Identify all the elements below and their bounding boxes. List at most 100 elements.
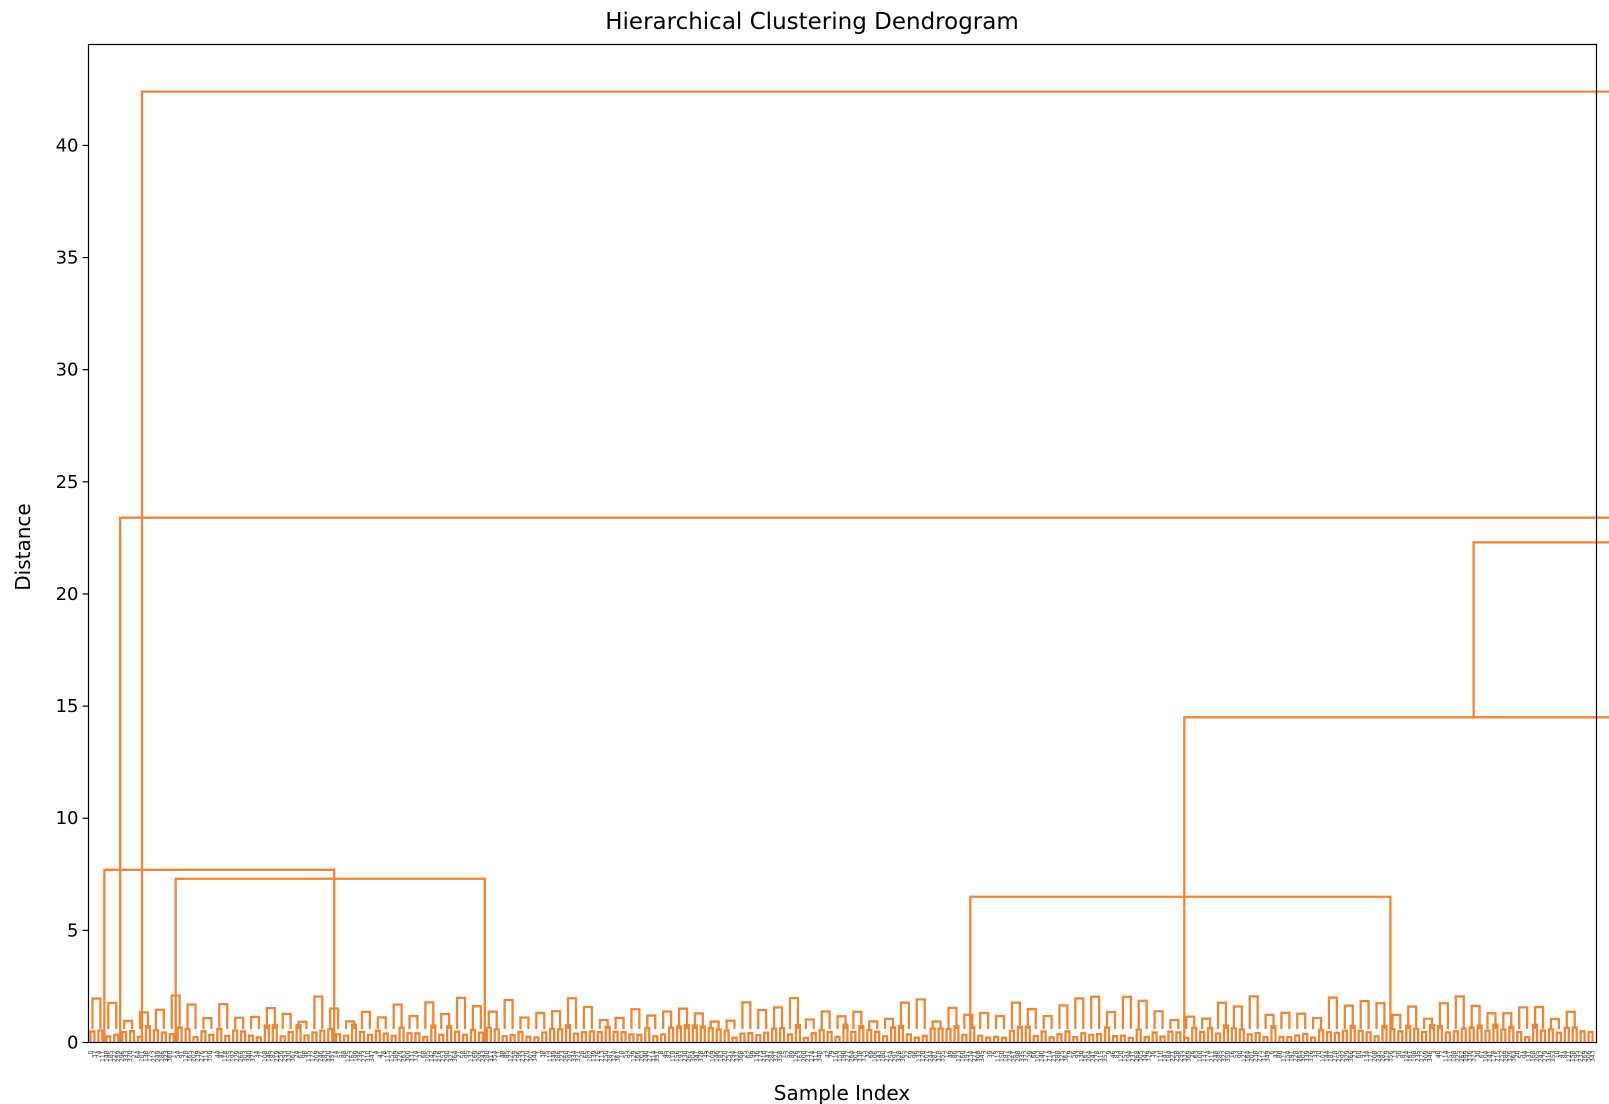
- leaf-label: 0: [87, 1050, 94, 1054]
- leaf-label: 61: [298, 1050, 305, 1058]
- leaf-label: 34: [254, 1050, 261, 1058]
- leaf-label: 176: [595, 1050, 602, 1062]
- dendrogram-link: [1185, 1015, 1196, 1030]
- leaf-label: 103: [1035, 1050, 1042, 1062]
- dendrogram-link: [1159, 1035, 1166, 1043]
- leaf-label: 193: [678, 1050, 685, 1062]
- leaf-label: 339: [1304, 1050, 1311, 1062]
- dendrogram-link: [945, 1027, 952, 1043]
- dendrogram-link: [937, 1027, 944, 1043]
- leaf-label: 42: [825, 1050, 832, 1058]
- leaf-label: 324: [611, 1050, 618, 1062]
- dendrogram-link: [556, 1028, 564, 1043]
- dendrogram-link: [255, 1036, 263, 1043]
- leaf-label: 45: [662, 1050, 669, 1058]
- leaf-label: 271: [971, 1050, 978, 1062]
- dendrogram-link: [1539, 1029, 1547, 1043]
- dendrogram-link: [1296, 1012, 1307, 1030]
- leaf-label: 40: [1435, 1050, 1442, 1058]
- leaf-label: 67: [1479, 1050, 1486, 1058]
- leaf-label: 311: [813, 1050, 820, 1062]
- leaf-label: 168: [1530, 1050, 1537, 1062]
- leaf-label: 187: [1003, 1050, 1010, 1062]
- leaf-label: 106: [872, 1050, 879, 1062]
- leaf-label: 225: [1455, 1050, 1462, 1062]
- dendrogram-link: [1026, 1007, 1037, 1030]
- leaf-label: 328: [896, 1050, 903, 1062]
- leaf-label: 118: [222, 1050, 229, 1062]
- dendrogram-link: [344, 1020, 356, 1030]
- dendrogram-link: [1016, 1025, 1023, 1043]
- leaf-label: 93: [1074, 1050, 1081, 1058]
- leaf-label: 43: [1272, 1050, 1279, 1058]
- dendrogram-link: [1518, 1006, 1529, 1030]
- dendrogram-link: [1216, 1001, 1228, 1030]
- leaf-label: 364: [452, 1050, 459, 1062]
- leaf-label: 36: [1150, 1050, 1157, 1058]
- leaf-label: 20: [1514, 1050, 1521, 1058]
- dendrogram-link: [535, 1011, 546, 1030]
- leaf-label: 206: [476, 1050, 483, 1062]
- dendrogram-link: [232, 1029, 239, 1043]
- leaf-label: 117: [1280, 1050, 1287, 1062]
- leaf-label: 258: [1173, 1050, 1180, 1062]
- dendrogram-link: [604, 1025, 611, 1043]
- leaf-label: 332: [1181, 1050, 1188, 1062]
- leaf-label: 99: [749, 1050, 756, 1058]
- dendrogram-link: [826, 1030, 833, 1043]
- y-tick-label: 35: [56, 248, 79, 269]
- leaf-label: 280: [484, 1050, 491, 1062]
- leaf-label: 59: [908, 1050, 915, 1058]
- leaf-label: 286: [159, 1050, 166, 1062]
- dendrogram-link: [335, 1033, 342, 1043]
- leaf-label: 85: [504, 1050, 511, 1058]
- dendrogram-link: [168, 1033, 175, 1043]
- leaf-label: 180: [880, 1050, 887, 1062]
- dendrogram-link: [398, 1026, 405, 1043]
- dendrogram-link: [1143, 1035, 1150, 1043]
- leaf-label: 250: [603, 1050, 610, 1062]
- dendrogram-link: [477, 1031, 484, 1043]
- leaf-label: 184: [1165, 1050, 1172, 1062]
- leaf-label: 68: [420, 1050, 427, 1058]
- dendrogram-link: [1010, 1001, 1021, 1030]
- leaf-label: 316: [1546, 1050, 1553, 1062]
- dendrogram-link: [358, 1030, 366, 1043]
- leaf-label: 178: [1490, 1050, 1497, 1062]
- leaf-label: 236: [357, 1050, 364, 1062]
- dendrogram-link: [820, 1010, 831, 1030]
- leaf-label: 49: [947, 1050, 954, 1058]
- dendrogram-link: [1074, 997, 1085, 1030]
- leaf-label: 167: [1082, 1050, 1089, 1062]
- dendrogram-link: [1167, 1030, 1174, 1043]
- leaf-label: 249: [155, 1050, 162, 1062]
- leaf-label: 104: [1483, 1050, 1490, 1062]
- leaf-label: 30: [1475, 1050, 1482, 1058]
- leaf-label: 173: [757, 1050, 764, 1062]
- leaf-label: 375: [860, 1050, 867, 1062]
- dendrogram-link: [804, 1018, 815, 1030]
- leaf-label: 137: [1201, 1050, 1208, 1062]
- dendrogram-link: [582, 1005, 593, 1030]
- leaf-label: 2: [983, 1050, 990, 1054]
- leaf-label: 65: [583, 1050, 590, 1058]
- dendrogram-link: [747, 1032, 754, 1043]
- leaf-label: 273: [361, 1050, 368, 1062]
- dendrogram-link: [1452, 1030, 1459, 1043]
- dendrogram-link: [1232, 1005, 1243, 1030]
- dendrogram-link: [303, 1034, 310, 1043]
- leaf-label: 323: [163, 1050, 170, 1062]
- dendrogram-link: [239, 1030, 247, 1043]
- leaf-label: 358: [777, 1050, 784, 1062]
- dendrogram-link: [1468, 1026, 1475, 1043]
- leaf-label: 21: [456, 1050, 463, 1058]
- dendrogram-link: [493, 1028, 500, 1043]
- leaf-label: 86: [951, 1050, 958, 1058]
- leaf-label: 347: [369, 1050, 376, 1062]
- dendrogram-link: [660, 1033, 667, 1043]
- leaf-label: 139: [591, 1050, 598, 1062]
- dendrogram-link: [541, 1031, 548, 1043]
- leaf-label: 377: [250, 1050, 257, 1062]
- dendrogram-link: [1175, 1031, 1182, 1043]
- dendrogram-link: [915, 998, 926, 1030]
